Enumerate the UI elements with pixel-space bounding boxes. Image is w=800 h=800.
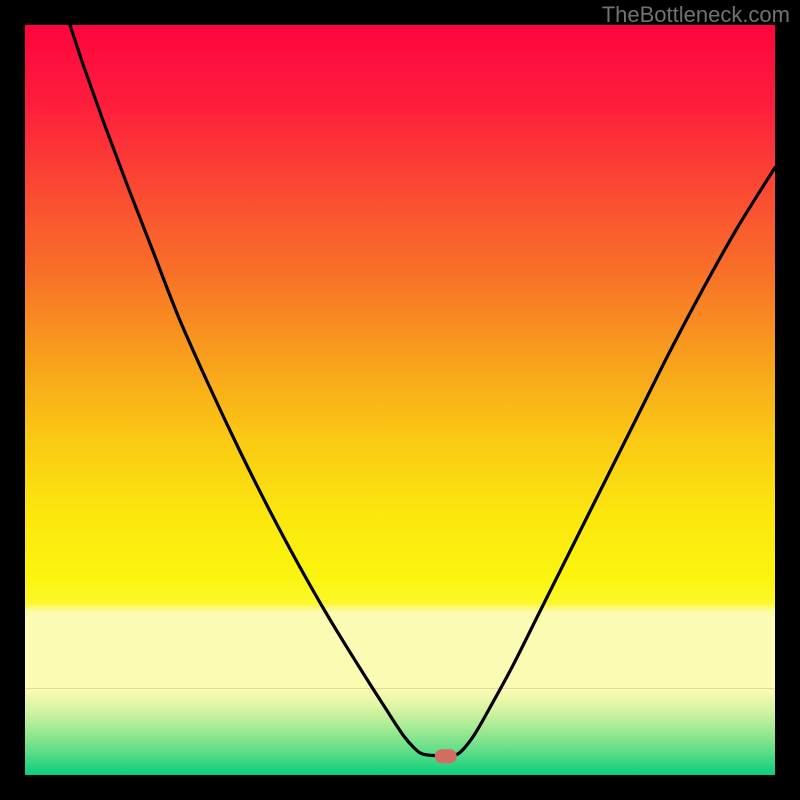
plot-area — [25, 25, 775, 775]
optimum-marker — [435, 749, 457, 763]
watermark-text: TheBottleneck.com — [602, 2, 790, 27]
gradient-main — [25, 25, 775, 689]
